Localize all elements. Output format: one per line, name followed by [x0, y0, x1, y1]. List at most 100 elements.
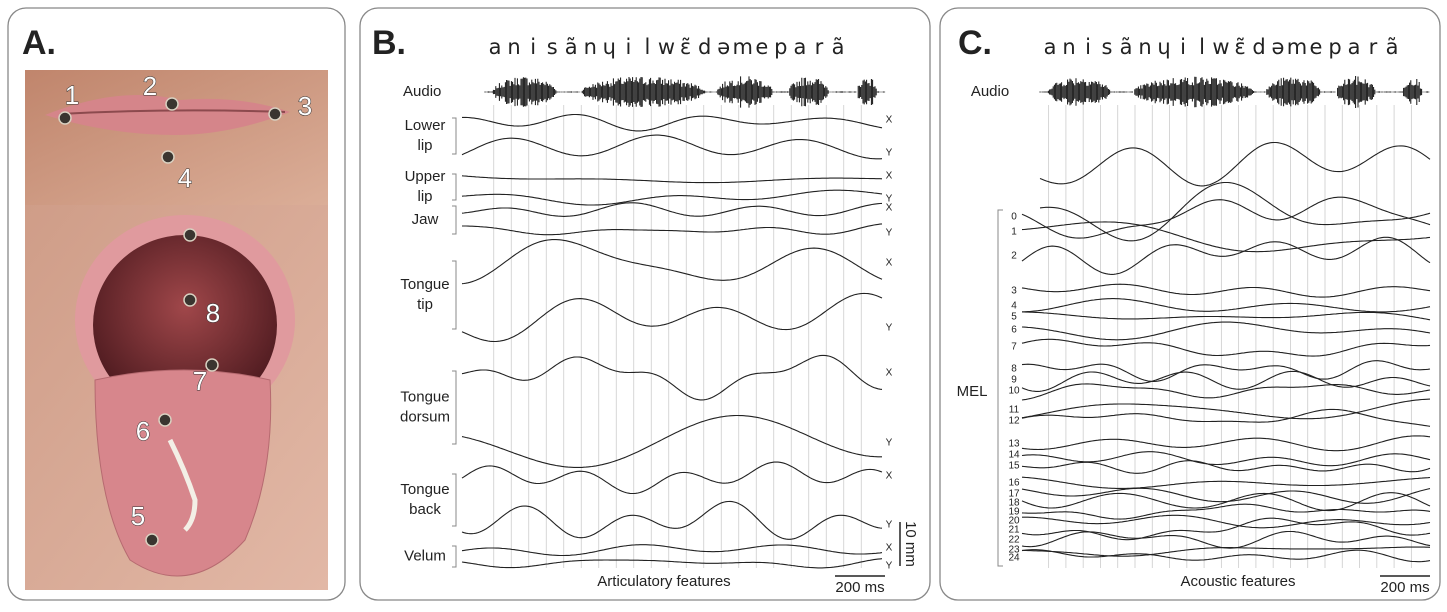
trace-axis-label: Y — [886, 194, 893, 205]
channel-label: 21 — [1008, 525, 1020, 536]
channel-label: 17 — [1008, 489, 1020, 500]
channel-label: 7 — [1011, 342, 1017, 353]
trace-x — [461, 461, 883, 495]
trace-axis-label: X — [886, 115, 893, 126]
channel-label: 10 — [1008, 386, 1020, 397]
sensor — [205, 358, 219, 372]
sensor — [268, 107, 282, 121]
lips — [45, 95, 290, 135]
phoneme: n — [1138, 35, 1151, 59]
phoneme: n — [507, 35, 520, 59]
photo-lips — [25, 70, 328, 205]
sensor-label: 7 — [193, 366, 207, 396]
feature-label: tip — [417, 296, 433, 313]
feature-label: Tongue — [400, 388, 449, 405]
phoneme: w — [658, 35, 675, 59]
sensor — [145, 533, 159, 547]
channel-label: 19 — [1008, 507, 1020, 518]
phoneme: ã — [832, 35, 845, 59]
mel-trace — [1021, 408, 1431, 427]
phoneme: s — [547, 35, 558, 59]
phoneme: n — [584, 35, 597, 59]
trace-y — [461, 292, 883, 343]
phoneme: i — [625, 35, 631, 59]
phoneme: w — [1212, 35, 1229, 59]
sensor-label: 6 — [136, 416, 150, 446]
trace-y — [461, 189, 883, 206]
phoneme: a — [1348, 35, 1361, 59]
channel-label: 11 — [1009, 405, 1020, 416]
scale-label: 200 ms — [835, 579, 884, 596]
feature-label: Velum — [404, 547, 446, 564]
mel-trace — [1021, 487, 1431, 504]
phoneme: i — [530, 35, 536, 59]
trace-x — [461, 239, 883, 285]
channel-label: 5 — [1011, 312, 1017, 323]
trace-y — [461, 500, 883, 540]
mel-trace — [1021, 221, 1431, 253]
trace-axis-label: Y — [886, 228, 893, 239]
trace-axis-label: X — [886, 203, 893, 214]
phoneme: n — [1062, 35, 1075, 59]
channel-label: 22 — [1008, 535, 1020, 546]
trace-axis-label: Y — [886, 148, 893, 159]
panel-b-frame — [359, 7, 931, 601]
mel-trace — [1021, 196, 1431, 239]
trace-axis-label: Y — [886, 561, 893, 572]
feature-label: lip — [417, 188, 432, 205]
phoneme: ã — [1386, 35, 1399, 59]
mel-trace — [1022, 298, 1431, 313]
trace-axis-label: X — [886, 471, 893, 482]
phoneme: d — [1252, 35, 1265, 59]
phoneme: i — [1085, 35, 1091, 59]
feature-bracket — [452, 205, 457, 235]
scale-label: 10 mm — [902, 521, 919, 567]
phoneme: ɛ̃ — [1234, 35, 1245, 59]
feature-label: Tongue — [400, 276, 449, 293]
trace-x — [461, 544, 883, 557]
mel-trace — [1022, 546, 1431, 557]
channel-label: 15 — [1008, 461, 1020, 472]
feature-label: lip — [417, 137, 432, 154]
trace-y — [461, 558, 883, 569]
mel-trace — [1021, 236, 1431, 275]
sensor-label: 8 — [206, 298, 220, 328]
mel-trace — [1021, 460, 1431, 474]
feature-bracket — [452, 545, 457, 568]
mel-trace — [1021, 476, 1431, 489]
oral-cavity — [93, 235, 277, 415]
phoneme: a — [489, 35, 502, 59]
sensor-label: 3 — [298, 91, 312, 121]
phoneme: e — [1310, 35, 1323, 59]
group-bracket — [997, 209, 1003, 567]
trace-axis-label: Y — [886, 323, 893, 334]
phoneme: p — [774, 35, 787, 59]
feature-bracket — [452, 117, 457, 155]
mel-trace — [1021, 370, 1431, 392]
audio-waveform — [1039, 76, 1430, 108]
photos — [25, 70, 328, 590]
phoneme: l — [645, 35, 651, 59]
caption: Articulatory features — [597, 573, 730, 590]
channel-label: 20 — [1008, 516, 1020, 527]
sensor-label: 5 — [131, 501, 145, 531]
trace-axis-label: X — [886, 171, 893, 182]
phoneme: ə — [717, 35, 730, 59]
trace-x — [461, 175, 883, 184]
mel-trace — [1021, 321, 1431, 341]
phoneme: m — [732, 35, 752, 59]
audio-label: Audio — [971, 83, 1009, 100]
channel-label: 8 — [1011, 364, 1017, 375]
feature-label: back — [409, 501, 441, 518]
sensor-label: 2 — [143, 71, 157, 101]
panel-c-frame — [939, 7, 1441, 601]
audio-waveform — [484, 76, 886, 108]
phoneme: p — [1328, 35, 1341, 59]
feature-label: dorsum — [400, 408, 450, 425]
trace-x — [461, 354, 883, 401]
mel-trace — [1021, 283, 1431, 298]
feature-label: Jaw — [412, 211, 439, 228]
